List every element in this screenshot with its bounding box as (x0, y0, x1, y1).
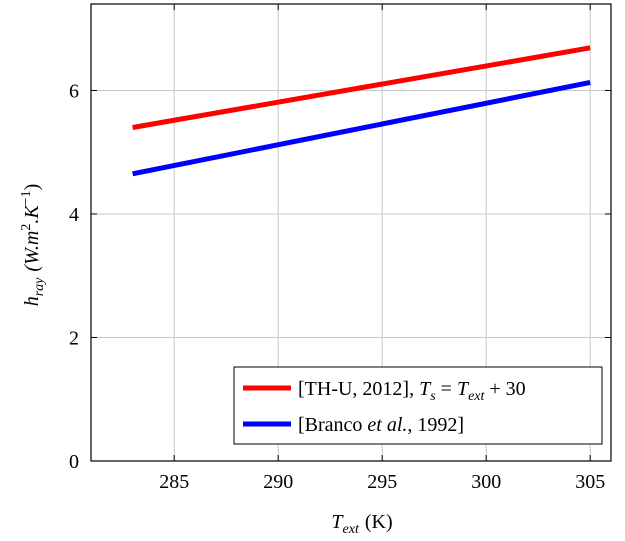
legend-th-u-eq: = (436, 378, 457, 400)
y-axis-label-unit-sup2: −1 (19, 190, 34, 205)
series-line-0 (132, 45, 591, 130)
x-axis-label: Text (K) (331, 511, 392, 537)
x-axis-label-unit: (K) (365, 511, 393, 533)
x-tick-label: 300 (471, 471, 501, 493)
x-axis-label-sub: ext (343, 522, 360, 537)
x-axis-label-main: T (331, 511, 344, 533)
legend-entry-branco: [Branco et al., 1992] (298, 414, 464, 436)
y-axis-label-unit-pre: (W.m (21, 231, 43, 272)
legend-th-u-s1: s (430, 389, 436, 404)
ticks: 285 290 295 300 305 0 2 4 6 (69, 4, 611, 493)
x-tick-label: 295 (367, 471, 397, 493)
y-tick-label: 6 (69, 80, 79, 102)
legend: [TH-U, 2012], Ts = Text + 30 [Branco et … (233, 366, 603, 445)
x-tick-label: 290 (263, 471, 293, 493)
legend-branco-prefix: [Branco (298, 414, 367, 436)
legend-branco-suffix: , 1992] (407, 414, 464, 436)
y-axis-label-unit-post: ) (21, 184, 43, 191)
plot-frame (90, 3, 612, 462)
y-axis-label-unit-sup1: 2 (19, 224, 34, 231)
series-layer (132, 45, 591, 177)
legend-box (233, 366, 603, 445)
legend-th-u-suffix: + 30 (484, 378, 525, 400)
y-axis-label: hray (W.m2.K−1) (19, 184, 47, 307)
x-tick-label: 305 (575, 471, 605, 493)
legend-th-u-s2: ext (468, 389, 485, 404)
legend-th-u-t2: T (457, 378, 470, 400)
y-tick-label: 2 (69, 327, 79, 349)
legend-th-u-prefix: [TH-U, 2012], (298, 378, 419, 400)
legend-th-u-t1: T (419, 378, 432, 400)
y-axis-label-main: h (21, 296, 43, 306)
legend-branco-italic: et al. (367, 414, 407, 436)
y-tick-label: 0 (69, 451, 79, 473)
x-tick-label: 285 (159, 471, 189, 493)
series-line-1 (132, 79, 591, 177)
legend-entry-th-u: [TH-U, 2012], Ts = Text + 30 (298, 378, 526, 404)
y-tick-label: 4 (69, 204, 79, 226)
y-axis-label-unit-mid: .K (21, 204, 43, 224)
y-axis-label-sub: ray (32, 277, 47, 296)
